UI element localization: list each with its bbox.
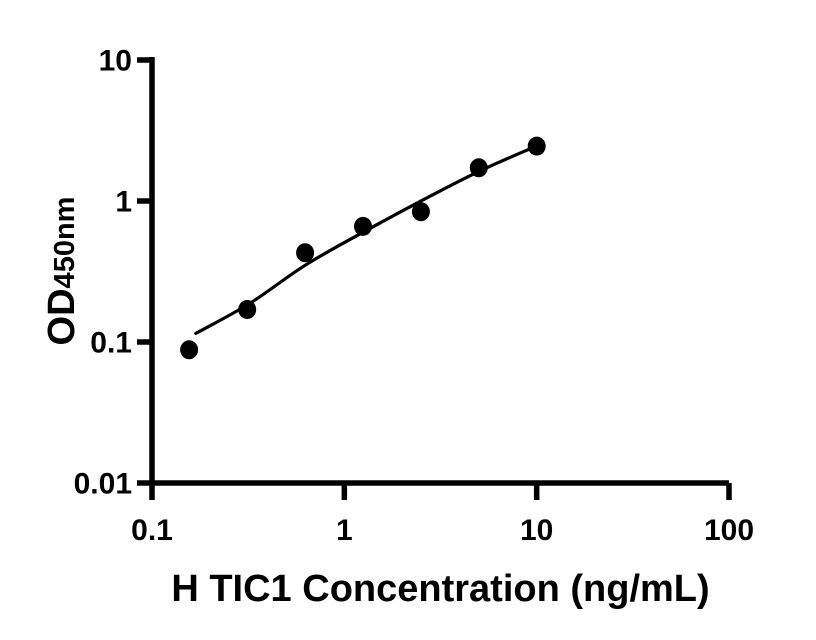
data-point bbox=[469, 158, 488, 178]
y-axis-title-main: OD bbox=[41, 288, 83, 345]
data-point bbox=[354, 216, 372, 236]
y-tick-label: 0.01 bbox=[74, 468, 132, 501]
x-axis-title: H TIC1 Concentration (ng/mL) bbox=[171, 568, 709, 610]
y-tick-label: 0.1 bbox=[90, 327, 132, 360]
x-tick-label: 1 bbox=[336, 514, 353, 547]
x-tick-label: 0.1 bbox=[131, 514, 173, 547]
y-axis-title-sub: 450nm bbox=[49, 197, 81, 289]
data-point bbox=[527, 136, 546, 156]
x-tick-label: 10 bbox=[520, 514, 553, 547]
x-tick-label: 100 bbox=[704, 514, 754, 547]
data-point bbox=[296, 243, 315, 263]
y-tick-label: 10 bbox=[99, 45, 132, 78]
y-axis-title: OD450nm bbox=[41, 197, 83, 346]
y-tick-label: 1 bbox=[115, 186, 132, 219]
data-point bbox=[180, 340, 199, 360]
data-point bbox=[411, 202, 430, 222]
data-point bbox=[238, 300, 257, 319]
